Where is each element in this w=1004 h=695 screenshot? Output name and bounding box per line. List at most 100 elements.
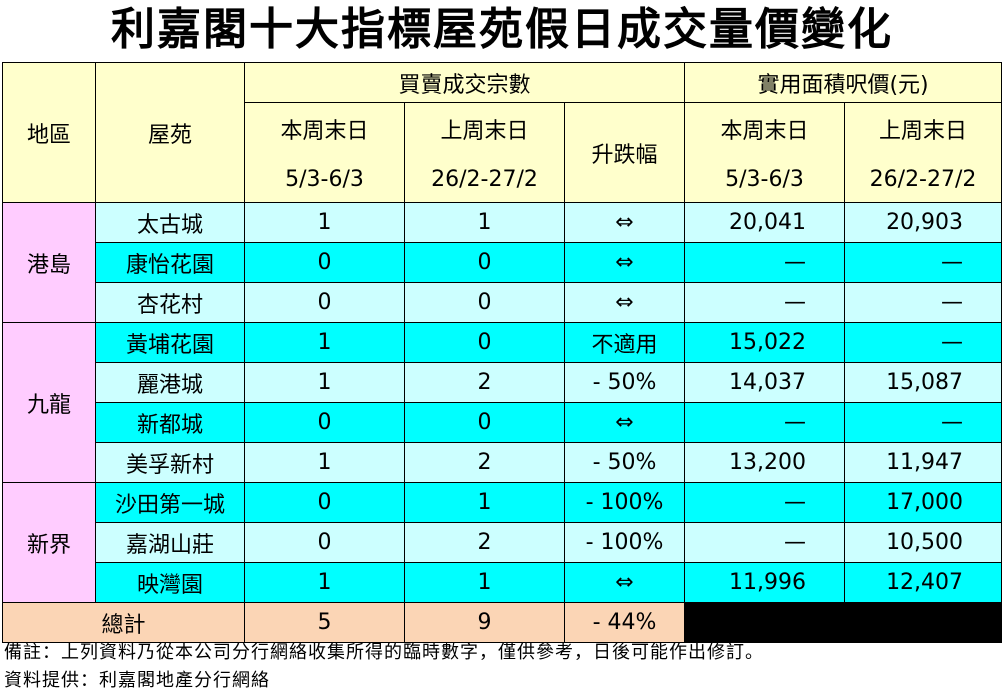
last-price-cell: — <box>844 322 1003 363</box>
change-cell: ⇔ <box>563 562 686 603</box>
total-this-count: 5 <box>244 602 405 643</box>
this-count-cell: 1 <box>244 322 405 363</box>
this-weekend-dates: 5/3-6/3 <box>725 167 804 192</box>
change-cell: ⇔ <box>563 282 686 323</box>
table-row: 美孚新村 1 2- 50% 13,200 11,947 <box>3 442 1003 483</box>
this-weekend-label: 本周末日 <box>280 119 369 144</box>
total-last-count: 9 <box>404 602 565 643</box>
footer-note: 備註：上列資料乃從本公司分行網絡收集所得的臨時數字，僅供參考，日後可能作出修訂。 <box>4 642 764 663</box>
table-row: 麗港城 1 2- 50% 14,037 15,087 <box>3 362 1003 403</box>
estate-cell: 康怡花園 <box>95 242 245 283</box>
change-cell: ⇔ <box>563 402 686 443</box>
table-row: 嘉湖山莊 0 2- 100% —10,500 <box>3 522 1003 563</box>
this-count-cell: 0 <box>244 402 405 443</box>
last-count-cell: 0 <box>404 402 565 443</box>
last-count-cell: 1 <box>404 562 565 603</box>
change-cell: - 50% <box>563 362 686 403</box>
last-price-cell: 20,903 <box>844 202 1003 243</box>
last-count-cell: 2 <box>404 522 565 563</box>
last-count-cell: 2 <box>404 362 565 403</box>
region-cell: 新界 <box>2 482 96 603</box>
this-count-cell: 1 <box>244 362 405 403</box>
estate-cell: 美孚新村 <box>95 442 245 483</box>
this-weekend-label: 本周末日 <box>720 119 809 144</box>
change-cell: 不適用 <box>563 322 686 363</box>
last-price-cell: — <box>844 282 1003 323</box>
this-price-cell: — <box>684 242 846 283</box>
last-count-cell: 0 <box>404 322 565 363</box>
transactions-table: 地區 屋苑 買賣成交宗數 實用面積呎價(元) 本周末日 5/3-6/3 上周末日… <box>2 62 1003 643</box>
last-price-cell: 12,407 <box>844 562 1003 603</box>
last-count-cell: 0 <box>404 242 565 283</box>
last-price-cell: 15,087 <box>844 362 1003 403</box>
table-row: 港島 太古城 1 1 ⇔ 20,041 20,903 <box>2 202 1003 323</box>
change-cell: - 100% <box>563 522 686 563</box>
this-weekend-price-header: 本周末日 5/3-6/3 <box>684 102 846 203</box>
last-weekend-dates: 26/2-27/2 <box>869 167 977 192</box>
this-count-cell: 0 <box>244 522 405 563</box>
table-row: 杏花村 0 0 ⇔ — — <box>3 282 1003 323</box>
total-change: - 44% <box>563 602 686 643</box>
estate-cell: 黃埔花園 <box>95 322 245 363</box>
region-header: 地區 <box>2 62 96 203</box>
table-row: 康怡花園 0 0 ⇔ — — <box>3 242 1003 283</box>
last-weekend-label: 上周末日 <box>879 119 968 144</box>
this-price-cell: 20,041 <box>684 202 846 243</box>
table-row: 映灣園 1 1 ⇔ 11,996 12,407 <box>3 562 1003 603</box>
last-count-cell: 1 <box>404 202 565 243</box>
change-header: 升跌幅 <box>563 102 686 203</box>
footer-source: 資料提供：利嘉閣地產分行網絡 <box>4 670 270 691</box>
last-price-cell: 10,500 <box>844 522 1003 563</box>
region-cell: 九龍 <box>2 322 96 483</box>
this-count-cell: 0 <box>244 242 405 283</box>
last-price-cell: — <box>844 402 1003 443</box>
this-weekend-count-header: 本周末日 5/3-6/3 <box>244 102 405 203</box>
total-price-blank <box>684 602 1003 643</box>
this-price-cell: 14,037 <box>684 362 846 403</box>
price-group-header: 實用面積呎價(元) <box>684 62 1003 103</box>
last-price-cell: — <box>844 242 1003 283</box>
last-weekend-dates: 26/2-27/2 <box>431 167 538 192</box>
estate-cell: 太古城 <box>95 202 245 243</box>
estate-cell: 麗港城 <box>95 362 245 403</box>
estate-cell: 新都城 <box>95 402 245 443</box>
change-cell: ⇔ <box>563 202 686 243</box>
table-row: 新都城 0 0 ⇔ — — <box>3 402 1003 443</box>
last-price-cell: 17,000 <box>844 482 1003 523</box>
last-price-cell: 11,947 <box>844 442 1003 483</box>
this-price-cell: — <box>684 482 846 523</box>
this-count-cell: 0 <box>244 482 405 523</box>
last-weekend-label: 上周末日 <box>440 119 529 144</box>
last-weekend-count-header: 上周末日 26/2-27/2 <box>404 102 565 203</box>
this-count-cell: 1 <box>244 442 405 483</box>
transactions-group-header: 買賣成交宗數 <box>243 62 686 103</box>
last-count-cell: 1 <box>404 482 565 523</box>
this-weekend-dates: 5/3-6/3 <box>285 167 364 192</box>
this-count-cell: 1 <box>244 202 405 243</box>
this-price-cell: — <box>684 402 846 443</box>
total-label: 總計 <box>2 602 245 643</box>
this-count-cell: 1 <box>244 562 405 603</box>
estate-header: 屋苑 <box>95 62 245 203</box>
estate-cell: 沙田第一城 <box>95 482 245 523</box>
last-weekend-price-header: 上周末日 26/2-27/2 <box>844 102 1003 203</box>
region-cell: 港島 <box>2 202 96 323</box>
estate-cell: 嘉湖山莊 <box>95 522 245 563</box>
this-price-cell: 13,200 <box>684 442 846 483</box>
this-price-cell: 15,022 <box>684 322 846 363</box>
this-price-cell: — <box>684 522 846 563</box>
page-title: 利嘉閣十大指標屋苑假日成交量價變化 <box>111 4 893 55</box>
this-price-cell: — <box>684 282 846 323</box>
change-cell: - 50% <box>563 442 686 483</box>
estate-cell: 杏花村 <box>95 282 245 323</box>
last-count-cell: 2 <box>404 442 565 483</box>
total-row: 總計 5 9- 44% <box>2 602 1003 643</box>
table-row: 九龍 黃埔花園 1 0 不適用 15,022— <box>2 322 1003 483</box>
estate-cell: 映灣園 <box>95 562 245 603</box>
change-cell: ⇔ <box>563 242 686 283</box>
change-cell: - 100% <box>563 482 686 523</box>
this-price-cell: 11,996 <box>684 562 846 603</box>
this-count-cell: 0 <box>244 282 405 323</box>
table-row: 新界 沙田第一城 0 1- 100% —17,000 <box>2 482 1003 603</box>
last-count-cell: 0 <box>404 282 565 323</box>
